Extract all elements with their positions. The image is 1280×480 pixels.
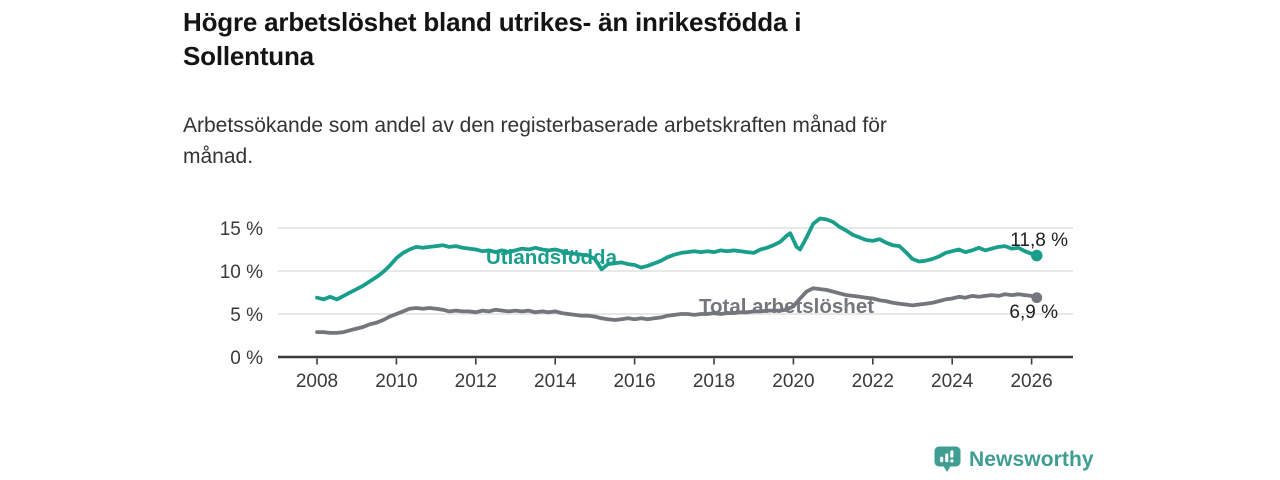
series-end-value-total-arbetsloshet: 6,9 % [1009, 302, 1058, 323]
series-end-dot-utlandsfodda [1030, 249, 1043, 262]
series-line-utlandsfodda [315, 216, 1039, 302]
bar-chart-speech-bubble-icon [934, 446, 961, 472]
line-chart-svg: 0 % 5 % 10 % 15 % 2008 2010 2012 2014 2016 2018 20… [220, 216, 1073, 392]
line-chart: 0 % 5 % 10 % 15 % 2008 2010 2012 2014 2016 2018 20… [200, 205, 1090, 395]
x-tick-label: 2018 [693, 371, 735, 392]
series-label-utlandsfodda: Utlandsfödda [486, 246, 618, 269]
chart-subtitle-line1: Arbetssökande som andel av den registerb… [183, 114, 887, 137]
series-end-value-utlandsfodda: 11,8 % [1010, 230, 1068, 251]
y-tick-label: 0 % [230, 348, 263, 369]
x-tick-label: 2010 [375, 371, 417, 392]
x-tick-label: 2020 [772, 371, 814, 392]
x-tick-label: 2026 [1010, 371, 1052, 392]
y-tick-label: 15 % [220, 219, 263, 240]
x-tick-label: 2008 [296, 371, 338, 392]
y-tick-label: 10 % [220, 262, 263, 283]
series-label-total-arbetsloshet: Total arbetslöshet [699, 295, 874, 318]
series-line-total-arbetsloshet [315, 286, 1039, 335]
x-tick-label: 2024 [931, 371, 974, 392]
newsworthy-logo: Newsworthy [934, 446, 1094, 474]
series-end-dot-total-arbetsloshet [1031, 292, 1043, 304]
x-tick-label: 2014 [534, 371, 577, 392]
y-tick-label: 5 % [230, 305, 263, 326]
x-tick-label: 2012 [455, 371, 497, 392]
page-title-line1: Högre arbetslöshet bland utrikes- än inr… [183, 7, 802, 37]
chart-subtitle: Arbetssökande som andel av den registerb… [183, 110, 1043, 172]
page-title-line2: Sollentuna [183, 41, 314, 71]
brand-name: Newsworthy [969, 448, 1094, 471]
x-tick-label: 2016 [613, 371, 655, 392]
page-title: Högre arbetslöshet bland utrikes- än inr… [183, 5, 983, 73]
x-tick-label: 2022 [852, 371, 894, 392]
chart-subtitle-line2: månad. [183, 145, 254, 168]
